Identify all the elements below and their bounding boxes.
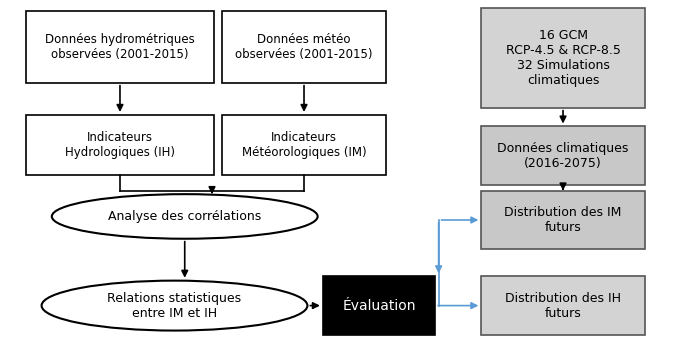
Text: Distribution des IH
futurs: Distribution des IH futurs [505,292,621,320]
Text: Indicateurs
Hydrologiques (IH): Indicateurs Hydrologiques (IH) [65,131,175,159]
Ellipse shape [52,194,318,239]
FancyBboxPatch shape [482,126,645,185]
Text: Données hydrométriques
observées (2001-2015): Données hydrométriques observées (2001-2… [45,33,195,61]
FancyBboxPatch shape [482,8,645,108]
Text: Indicateurs
Météorologiques (IM): Indicateurs Météorologiques (IM) [242,131,366,159]
Text: 16 GCM
RCP-4.5 & RCP-8.5
32 Simulations
climatiques: 16 GCM RCP-4.5 & RCP-8.5 32 Simulations … [505,29,620,87]
FancyBboxPatch shape [482,190,645,250]
FancyBboxPatch shape [26,11,214,83]
Text: Analyse des corrélations: Analyse des corrélations [108,210,262,223]
Text: Données climatiques
(2016-2075): Données climatiques (2016-2075) [497,142,629,170]
Text: Données météo
observées (2001-2015): Données météo observées (2001-2015) [235,33,373,61]
FancyBboxPatch shape [323,276,435,335]
Ellipse shape [42,281,307,330]
FancyBboxPatch shape [26,115,214,175]
FancyBboxPatch shape [222,115,386,175]
FancyBboxPatch shape [482,276,645,335]
FancyBboxPatch shape [222,11,386,83]
Text: Relations statistiques
entre IM et IH: Relations statistiques entre IM et IH [107,292,242,320]
Text: Évaluation: Évaluation [342,299,416,313]
Text: Distribution des IM
futurs: Distribution des IM futurs [504,206,622,234]
